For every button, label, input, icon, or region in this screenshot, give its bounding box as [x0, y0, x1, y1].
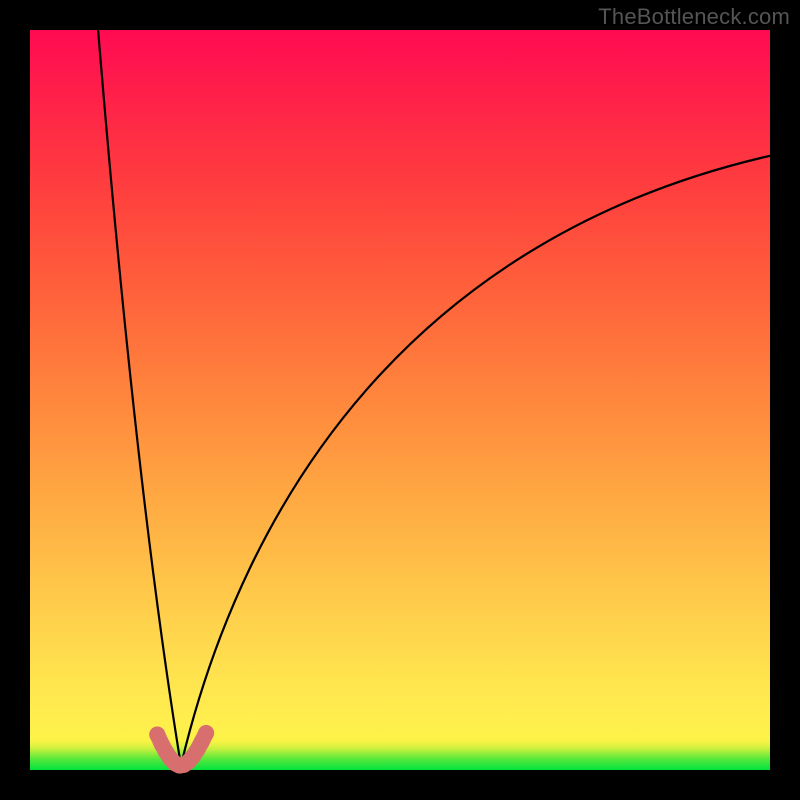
plot-background-gradient — [30, 30, 770, 770]
optimal-range-dot — [198, 725, 214, 741]
chart-container: TheBottleneck.com — [0, 0, 800, 800]
bottleneck-chart — [0, 0, 800, 800]
attribution-label: TheBottleneck.com — [598, 4, 790, 30]
